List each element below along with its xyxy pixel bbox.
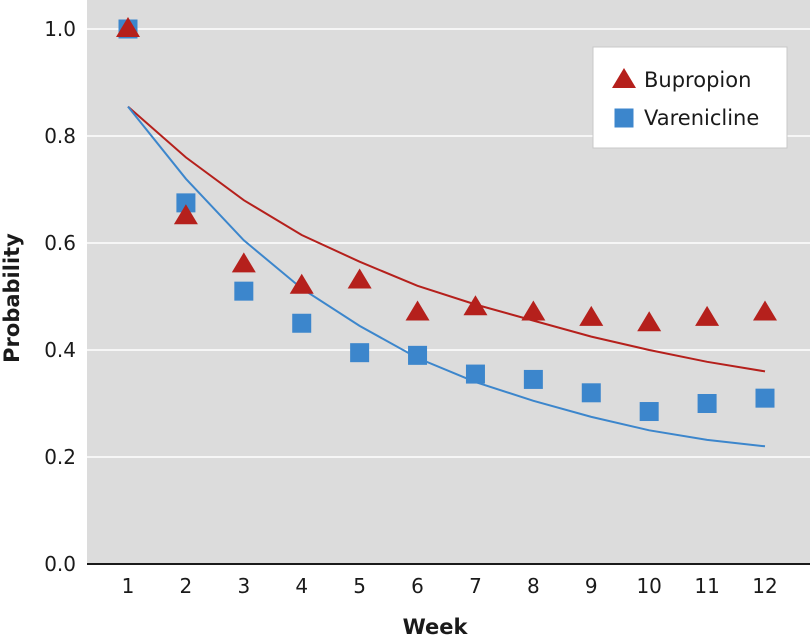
x-tick-label: 8 [527,574,540,598]
data-point-bupropion [753,300,777,321]
data-point-bupropion [231,252,256,273]
x-tick-label: 6 [411,574,424,598]
legend-box [592,46,788,149]
y-tick-label: 1.0 [44,17,76,41]
data-point-bupropion [173,204,198,225]
y-tick-label: 0.4 [44,338,76,362]
x-tick-label: 5 [353,574,366,598]
data-point-bupropion [579,305,604,326]
data-point-varenicline [697,394,717,413]
x-tick-label: 7 [469,574,482,598]
data-point-bupropion [695,305,720,326]
x-tick-label: 10 [636,574,661,598]
data-point-varenicline [755,388,775,408]
fit-line-varenicline [127,105,766,448]
grid [87,28,810,458]
x-tick-label: 12 [752,574,777,598]
data-point-varenicline [234,281,254,301]
data-point-varenicline [465,364,485,384]
legend-marker-bupropion [612,68,636,88]
data-point-bupropion [463,295,488,316]
data-points [116,17,777,422]
y-tick-label: 0.8 [44,124,76,148]
data-point-bupropion [116,17,140,37]
x-tick-label: 11 [694,574,719,598]
x-tick-label: 9 [585,574,598,598]
x-axis-title: Week [403,615,469,636]
y-tick-label: 0.0 [44,552,76,576]
data-point-bupropion [289,273,314,294]
data-point-varenicline [523,369,543,389]
data-point-varenicline [350,343,370,363]
y-axis: 0.0 0.2 0.4 0.6 0.8 1.0 [44,17,76,576]
y-axis-title: Probability [0,233,24,363]
fit-line-bupropion [127,105,766,373]
data-point-varenicline [292,313,312,333]
x-axis: 1 2 3 4 5 6 7 8 9 10 11 12 [122,574,778,598]
legend-label-varenicline: Varenicline [644,106,759,130]
data-point-varenicline [176,193,196,213]
legend: Bupropion Varenicline [592,46,788,149]
fit-lines [127,105,766,448]
legend-label-bupropion: Bupropion [644,68,751,92]
y-tick-label: 0.2 [44,445,76,469]
data-point-varenicline [639,402,659,422]
data-point-bupropion [405,300,430,321]
data-point-bupropion [637,311,662,332]
legend-marker-varenicline [614,108,634,128]
data-point-varenicline [581,383,601,403]
x-tick-label: 2 [180,574,193,598]
data-point-bupropion [521,300,546,321]
data-point-varenicline [408,345,428,365]
x-tick-label: 4 [295,574,308,598]
y-tick-label: 0.6 [44,231,76,255]
x-tick-label: 1 [122,574,135,598]
x-tick-label: 3 [237,574,250,598]
data-point-bupropion [347,268,372,289]
